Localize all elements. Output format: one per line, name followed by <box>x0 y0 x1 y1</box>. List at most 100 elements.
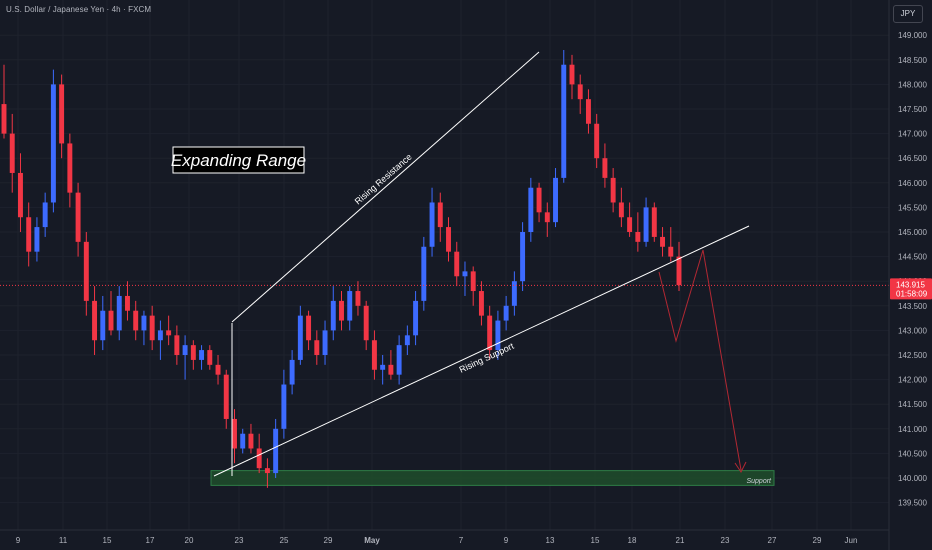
candle-body <box>618 202 624 218</box>
candle-body <box>75 192 81 242</box>
candle-body <box>67 143 73 193</box>
time-tick-label: 29 <box>813 536 822 545</box>
candle-body <box>520 232 526 282</box>
candle <box>404 325 410 355</box>
candle-body <box>1 104 7 134</box>
expanding-range-label: Expanding Range <box>171 151 306 170</box>
candle <box>651 202 657 242</box>
candle-body <box>273 428 279 474</box>
candle <box>668 227 674 262</box>
candle-body <box>182 345 188 355</box>
candle <box>569 54 575 100</box>
candle-body <box>166 330 172 336</box>
candle <box>9 113 15 193</box>
price-tick-label: 141.500 <box>898 400 927 409</box>
currency-button[interactable]: JPY <box>893 5 923 23</box>
candle <box>232 409 237 464</box>
candle-body <box>92 300 98 341</box>
candle <box>199 345 205 370</box>
candle <box>157 320 163 360</box>
candle-body <box>511 281 517 306</box>
candle <box>223 369 229 429</box>
candle-body <box>199 350 205 360</box>
candle-body <box>306 315 312 341</box>
candle-body <box>627 217 633 232</box>
time-tick-label: 15 <box>103 536 112 545</box>
candle-body <box>256 448 262 469</box>
candle <box>330 286 336 341</box>
rising-support-line <box>213 225 750 477</box>
candles <box>1 49 682 488</box>
candle <box>322 320 328 365</box>
candle-body <box>380 364 386 370</box>
price-tick-label: 140.000 <box>898 474 927 483</box>
time-tick-label: 29 <box>324 536 333 545</box>
candle <box>116 286 122 341</box>
candle-body <box>569 64 575 85</box>
last-price-tag-box <box>890 278 932 300</box>
candle-body <box>133 310 139 331</box>
candle-body <box>536 187 542 213</box>
candle-body <box>83 241 89 301</box>
trendlines <box>0 51 889 477</box>
candle <box>577 74 583 114</box>
candle <box>108 291 114 336</box>
candle <box>240 428 246 454</box>
candle-body <box>355 291 361 306</box>
candle <box>83 232 89 316</box>
candle-body <box>100 310 106 341</box>
candle <box>676 241 682 292</box>
candle-body <box>528 187 534 232</box>
candle-body <box>240 433 246 449</box>
support-zone <box>210 470 775 486</box>
time-tick-label: May <box>364 536 380 545</box>
candle-body <box>108 310 114 331</box>
candle-body <box>668 246 674 257</box>
price-tick-label: 147.500 <box>898 105 927 114</box>
support-zone-box <box>210 470 775 486</box>
forecast-path <box>658 249 742 471</box>
grid-lines <box>0 0 889 530</box>
candle <box>215 355 221 385</box>
candle-body <box>232 418 237 449</box>
candle <box>67 133 73 208</box>
candle <box>618 187 624 228</box>
forecast-arrowhead <box>734 461 747 473</box>
price-tick-label: 140.500 <box>898 449 927 458</box>
candle <box>289 350 295 395</box>
candle <box>627 202 633 237</box>
time-axis[interactable]: 9 11 15 17 20 23 25 29 May 7 9 13 15 18 21 23 27 29 Jun <box>16 536 858 545</box>
candle-body <box>470 271 476 292</box>
candle-body <box>676 256 682 286</box>
price-tick-label: 142.000 <box>898 376 927 385</box>
price-tick-label: 145.000 <box>898 228 927 237</box>
candle <box>610 168 616 213</box>
candle-body <box>17 172 23 218</box>
candle-body <box>396 345 402 375</box>
candle <box>429 187 435 257</box>
candle <box>602 143 608 188</box>
candle <box>355 281 361 316</box>
time-tick-label: 11 <box>59 536 68 545</box>
candle <box>190 340 196 370</box>
candle-body <box>643 207 649 242</box>
time-tick-label: 7 <box>459 536 464 545</box>
candle <box>207 345 213 370</box>
candle <box>470 266 476 306</box>
candle-body <box>34 227 40 252</box>
candle <box>371 330 377 380</box>
candle-body <box>437 202 443 228</box>
price-tick-label: 147.000 <box>898 130 927 139</box>
candle-body <box>421 246 427 301</box>
candle-body <box>322 330 328 355</box>
candle <box>92 286 98 355</box>
candle <box>75 182 81 257</box>
candle-body <box>190 345 196 360</box>
candle-body <box>248 433 254 449</box>
candle <box>26 202 32 267</box>
candle <box>141 310 147 346</box>
candle-body <box>478 291 484 316</box>
candle-body <box>544 212 550 223</box>
